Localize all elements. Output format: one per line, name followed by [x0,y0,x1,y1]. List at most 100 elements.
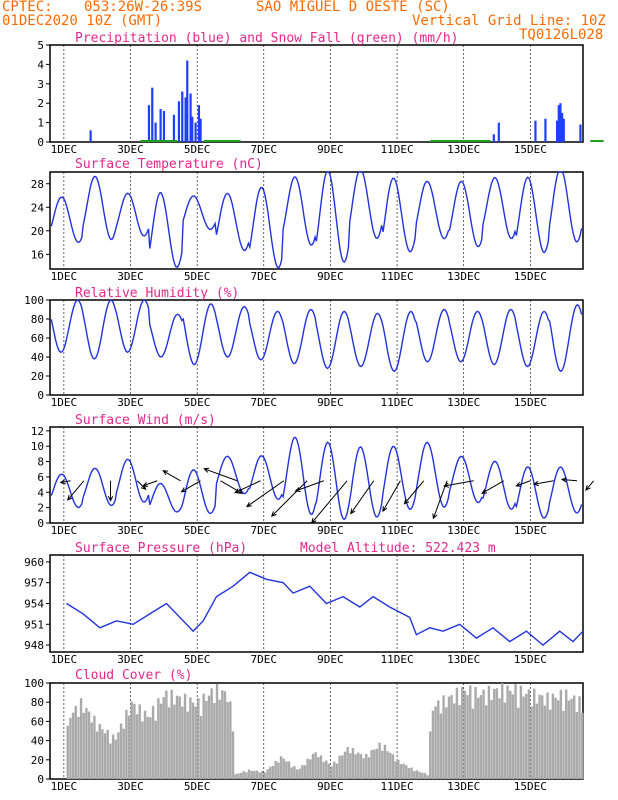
x-tick-label: 11DEC [381,524,414,537]
precip-bar [162,110,166,142]
cloud-cover-bar [485,705,488,779]
cloud-cover-bar [533,688,536,779]
x-tick-label: 1DEC [51,524,78,537]
cloud-cover-bar [247,769,251,779]
panel-frame [49,426,584,524]
cloud-cover-bar [213,703,216,779]
cloud-cover-bar [218,699,221,779]
cloud-cover-bar [135,714,139,779]
x-tick-label: 3DEC [117,653,144,666]
cloud-cover-bar [117,732,120,779]
cloud-cover-bar [503,702,507,779]
y-tick-label: 6 [37,471,44,484]
cloud-cover-bar [466,695,469,779]
cloud-cover-bar [455,687,459,779]
cloud-cover-bar [277,762,280,779]
cloud-cover-bar [98,724,101,779]
cloud-cover-bar [471,708,475,779]
cloud-cover-bar [431,710,435,779]
cloud-cover-bar [463,690,467,779]
cloud-cover-bar [581,712,584,779]
wind-vector-arrow [560,477,578,483]
cloud-cover-bar [509,690,512,779]
cloud-cover-bar [477,697,480,779]
precip-bar [199,118,202,142]
x-tick-label: 3DEC [117,524,144,537]
cloud-cover-bar [322,762,325,779]
cloud-cover-bar [317,757,320,779]
y-tick-label: 2 [37,97,44,110]
cloud-cover-bar [469,685,472,779]
wind-vector-arrow [203,467,238,482]
y-tick-label: 60 [31,715,44,728]
cloud-cover-bar [549,709,552,779]
y-tick-label: 80 [31,696,44,709]
cloud-cover-bar [109,743,112,779]
cloud-cover-bar [106,729,109,779]
cloud-cover-bar [271,765,275,779]
cloud-cover-bar [445,707,448,779]
y-tick-label: 5 [37,39,44,52]
panel-frame [49,44,584,143]
precip-bar [579,124,582,142]
wind-vector-arrow [180,480,201,493]
cloud-cover-bar [338,755,341,779]
y-tick-label: 960 [24,556,44,569]
precip-bar [184,97,187,142]
cloud-cover-bar [111,734,115,779]
cloud-cover-bar [85,707,88,779]
cloud-cover-bar [298,768,301,779]
cloud-cover-bar [250,770,253,779]
x-tick-label: 15DEC [514,780,547,793]
y-tick-label: 100 [24,677,44,690]
cloud-cover-bar [114,739,117,779]
cloud-cover-bar [274,760,277,779]
cloud-cover-bar [290,767,293,779]
precip-bar [89,130,92,142]
precip-bar [559,103,562,142]
x-tick-label: 9DEC [317,396,344,409]
cloud-cover-bar [367,757,371,779]
series-line [66,571,584,647]
x-tick-label: 9DEC [317,270,344,283]
cloud-cover-bar [143,710,147,779]
cloud-cover-bar [578,696,581,779]
cloud-cover-bar [258,772,261,779]
y-tick-label: 951 [24,618,44,631]
cloud-cover-bar [261,771,264,779]
cloud-cover-bar [319,755,323,779]
x-tick-label: 13DEC [447,396,480,409]
cloud-cover-bar [122,728,125,779]
cloud-cover-bar [570,698,573,779]
cloud-cover-bar [453,703,456,779]
y-tick-label: 24 [31,201,45,214]
cloud-cover-bar [266,769,269,779]
precip-bar [186,60,189,142]
cloud-cover-bar [562,710,565,779]
series-line [50,299,583,373]
cloud-cover-bar [242,771,245,779]
y-tick-label: 20 [31,225,44,238]
cloud-cover-bar [530,706,533,779]
cloud-cover-bar [439,713,443,779]
y-tick-label: 80 [31,313,44,326]
wind-vector-arrow [67,480,85,501]
wind-vector-arrow [515,480,531,487]
panel-title: Surface Wind (m/s) [75,413,216,428]
cloud-cover-bar [194,706,197,779]
cloud-cover-bar [535,703,539,779]
cloud-cover-bar [394,761,397,779]
series-line [50,171,583,269]
cloud-cover-bar [279,756,283,779]
y-tick-label: 40 [31,735,44,748]
cloud-cover-bar [170,689,173,779]
x-tick-label: 1DEC [51,270,78,283]
cloud-cover-bar [165,690,168,779]
header-source: CPTEC: [2,0,53,15]
cloud-cover-bar [375,748,379,779]
cloud-cover-bar [90,722,93,779]
y-tick-label: 20 [31,370,44,383]
precip-bar [172,114,176,142]
x-tick-label: 15DEC [514,270,547,283]
